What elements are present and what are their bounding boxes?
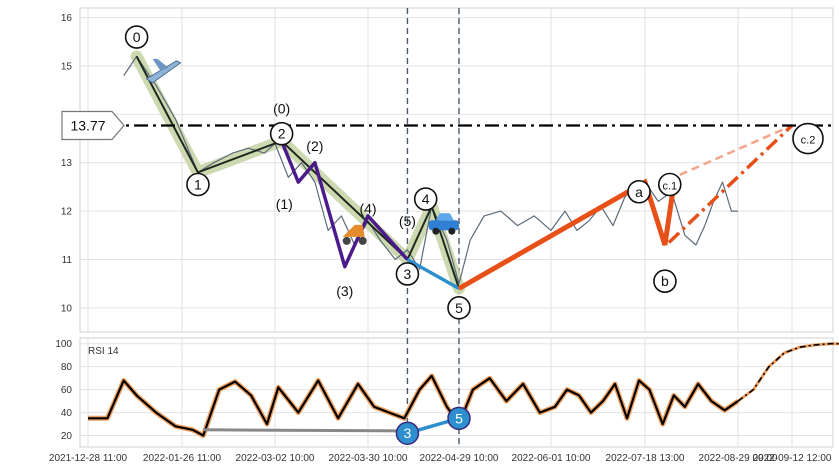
rsi-line xyxy=(88,374,739,437)
price-y-tick: 12 xyxy=(61,207,73,218)
car-wheel-icon xyxy=(448,227,456,235)
wave-circle xyxy=(657,172,682,197)
rsi-y-tick: 20 xyxy=(61,431,73,442)
wave-label: (3) xyxy=(336,283,353,299)
wave-label: (5) xyxy=(399,213,416,229)
rsi-divergence-marker xyxy=(447,406,471,431)
price-y-tick: 15 xyxy=(61,62,73,73)
wave-3-5-link xyxy=(406,257,460,291)
price-y-tick: 16 xyxy=(61,13,73,24)
price-y-tick: 10 xyxy=(61,303,73,314)
wave-label: b xyxy=(661,273,669,289)
price-line xyxy=(123,55,738,285)
wave-label: 0 xyxy=(133,29,141,45)
x-tick-label: 2022-03-30 10:00 xyxy=(329,453,408,464)
rsi-y-tick: 100 xyxy=(55,339,72,350)
reference-label-box xyxy=(61,110,125,141)
wave-circle xyxy=(124,25,149,49)
x-tick-label: 2022-01-26 11:00 xyxy=(143,453,222,464)
rsi-y-tick: 80 xyxy=(61,362,73,373)
wave-label: (4) xyxy=(359,201,376,217)
rsi-divergence-label: 5 xyxy=(455,410,463,426)
wave-extra-label: (0) xyxy=(273,101,290,117)
x-tick-label: 2022-07-18 13:00 xyxy=(606,453,685,464)
rsi-y-tick: 40 xyxy=(61,408,73,419)
projection-from-b xyxy=(667,124,794,244)
car-wheel-icon xyxy=(432,227,440,235)
price-y-tick: 13 xyxy=(61,158,73,169)
wave-label: 5 xyxy=(455,300,463,316)
price-y-tick: 11 xyxy=(62,255,73,266)
wave-circle xyxy=(627,179,651,204)
wave-label: (1) xyxy=(276,196,293,212)
rsi-y-tick: 60 xyxy=(61,385,73,396)
car-roof-icon xyxy=(435,213,454,221)
wave-label: (2) xyxy=(306,138,323,154)
wave-circle xyxy=(653,269,677,294)
wave-label: c.2 xyxy=(801,135,816,147)
x-tick-label: 2022-06-01 10:00 xyxy=(512,453,591,464)
wave-label: 2 xyxy=(278,126,286,142)
car-icon xyxy=(428,220,459,231)
wave-circle xyxy=(413,187,438,211)
wave-label: a xyxy=(635,184,643,200)
wave-circle xyxy=(395,262,420,286)
wave-label: 3 xyxy=(404,266,412,282)
correction-path xyxy=(457,178,677,291)
scooter-wheel-icon xyxy=(342,236,351,245)
rsi-label: RSI 14 xyxy=(88,346,119,357)
x-tick-label: 2022-03-02 10:00 xyxy=(236,453,315,464)
wave-label: 4 xyxy=(422,191,430,207)
wave-circle xyxy=(792,122,824,155)
scooter-icon xyxy=(342,224,365,237)
rsi-divergence-grey xyxy=(203,428,402,433)
wave-label: c.1 xyxy=(662,181,677,193)
x-tick-label: 2021-12-28 11:00 xyxy=(49,453,128,464)
wave-circle xyxy=(186,172,210,197)
reference-label: 13.77 xyxy=(70,118,105,134)
x-tick-label: 2022-09-12 12:00 xyxy=(753,453,832,464)
x-tick-label: 2022-08-29 09:00 xyxy=(699,453,778,464)
scooter-wheel-icon xyxy=(358,236,367,245)
x-tick-label: 2022-04-29 10:00 xyxy=(420,453,499,464)
wave-circle xyxy=(269,121,294,146)
rsi-divergence-label: 3 xyxy=(404,425,412,441)
wave-circle xyxy=(447,296,471,320)
rsi-divergence-marker xyxy=(395,421,420,445)
rsi-projection-line xyxy=(737,342,839,402)
projection-from-c1 xyxy=(679,124,793,176)
wave-label: 1 xyxy=(194,177,202,193)
sub-wave-path xyxy=(279,140,409,269)
airplane-wing-icon xyxy=(152,58,169,71)
